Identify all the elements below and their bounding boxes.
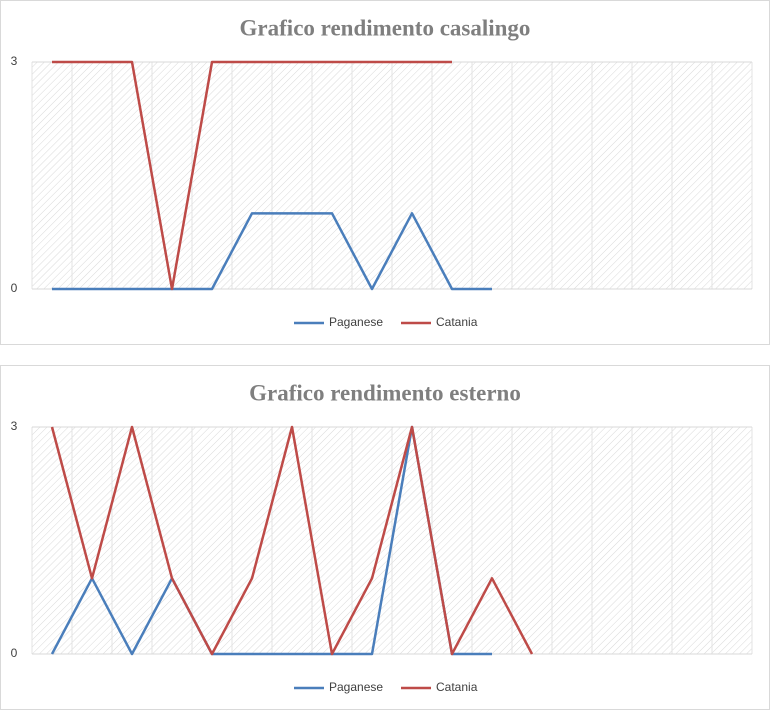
y-tick-label: 0 <box>11 646 18 660</box>
legend-label: Paganese <box>329 315 383 329</box>
series-line <box>52 212 492 291</box>
chart-title: Grafico rendimento esterno <box>249 380 521 405</box>
legend-label: Catania <box>436 315 478 329</box>
legend-label: Catania <box>436 680 478 694</box>
series-line <box>52 60 452 291</box>
y-tick-label: 3 <box>11 419 18 433</box>
y-tick-label: 3 <box>11 54 18 68</box>
legend-label: Paganese <box>329 680 383 694</box>
series-line <box>50 425 534 656</box>
chart-title: Grafico rendimento casalingo <box>240 15 531 40</box>
y-tick-label: 0 <box>11 281 18 295</box>
